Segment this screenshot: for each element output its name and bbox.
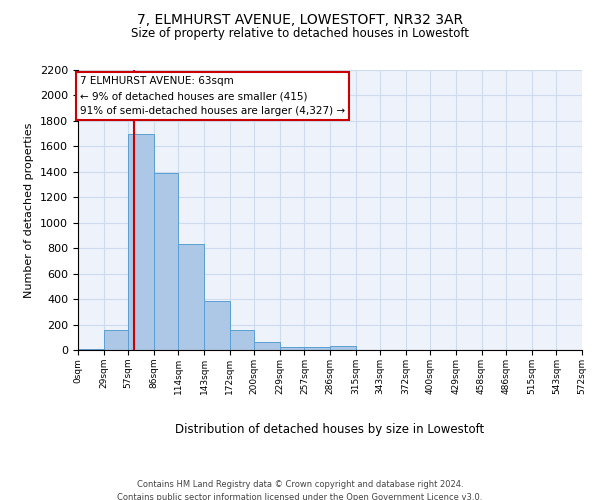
Text: Contains HM Land Registry data © Crown copyright and database right 2024.
Contai: Contains HM Land Registry data © Crown c… (118, 480, 482, 500)
Bar (128, 134, 154, 350)
Text: 7 ELMHURST AVENUE: 63sqm
← 9% of detached houses are smaller (415)
91% of semi-d: 7 ELMHURST AVENUE: 63sqm ← 9% of detache… (80, 76, 345, 116)
Bar (178, 244, 204, 350)
Text: 7, ELMHURST AVENUE, LOWESTOFT, NR32 3AR: 7, ELMHURST AVENUE, LOWESTOFT, NR32 3AR (137, 12, 463, 26)
Bar (230, 330, 254, 350)
Bar (104, 330, 128, 350)
Bar (280, 347, 304, 350)
Bar (204, 301, 230, 350)
Text: Distribution of detached houses by size in Lowestoft: Distribution of detached houses by size … (175, 422, 485, 436)
Bar (254, 342, 280, 350)
Bar (154, 173, 178, 350)
Bar (78, 348, 104, 350)
Text: Size of property relative to detached houses in Lowestoft: Size of property relative to detached ho… (131, 28, 469, 40)
Y-axis label: Number of detached properties: Number of detached properties (25, 122, 34, 298)
Bar (304, 347, 330, 350)
Bar (330, 346, 356, 350)
